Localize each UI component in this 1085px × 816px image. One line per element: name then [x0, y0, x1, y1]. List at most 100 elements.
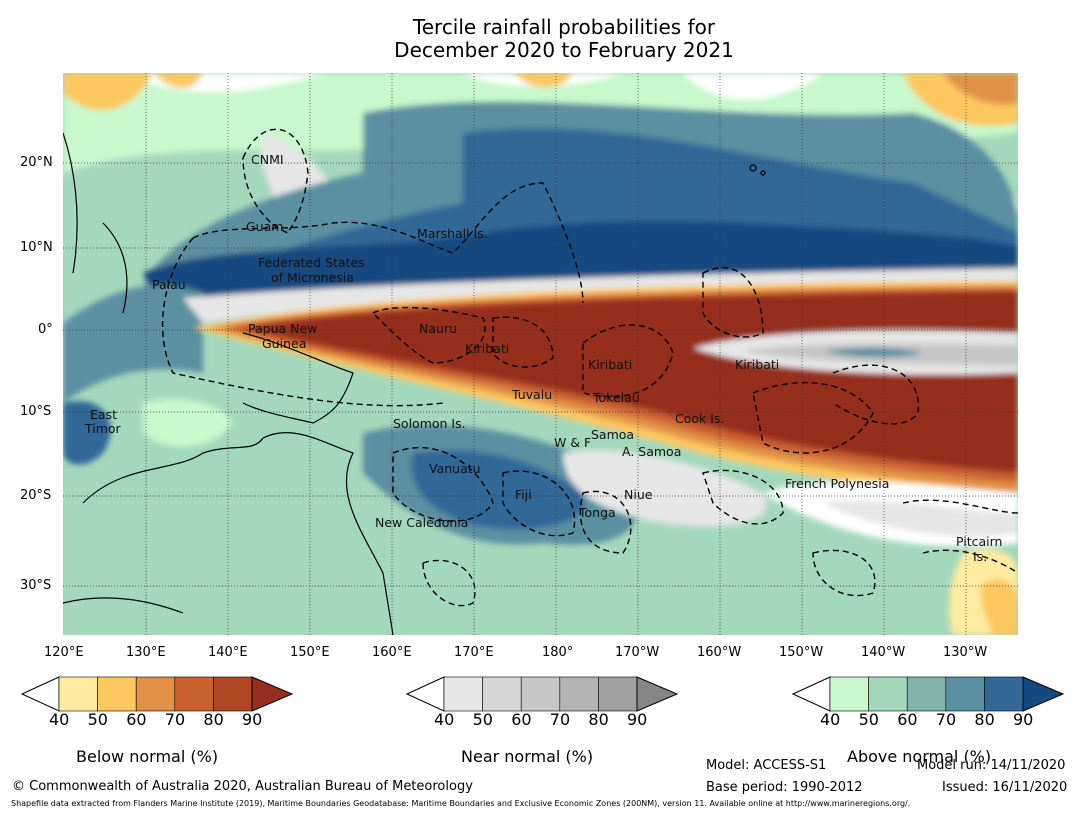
region-label: Solomon Is. [393, 416, 466, 431]
colorbar-swatch [520, 676, 561, 712]
colorbar-extend-high [636, 676, 679, 712]
region-label: Nauru [419, 321, 457, 336]
colorbar [21, 676, 294, 712]
region-label: A. Samoa [622, 444, 682, 459]
lon-tick: 120°E [44, 645, 84, 660]
region-label: New Caledonia [375, 515, 469, 530]
lon-tick: 150°E [290, 645, 330, 660]
lat-tick: 20°N [20, 155, 53, 170]
colorbar-swatch [58, 676, 98, 712]
colorbar-tick: 90 [1013, 710, 1034, 729]
colorbar-tick: 40 [820, 710, 841, 729]
copyright-text: © Commonwealth of Australia 2020, Austra… [12, 779, 473, 794]
colorbar-extend-low [406, 676, 445, 712]
colorbar-swatch [559, 676, 599, 712]
lat-tick: 10°N [20, 240, 53, 255]
colorbar-tick: 50 [858, 710, 879, 729]
colorbar-swatch [135, 676, 176, 712]
region-label: Fiji [515, 487, 532, 502]
colorbar-swatch [482, 676, 522, 712]
lat-tick: 0° [38, 322, 53, 337]
colorbar-tick: 40 [434, 710, 455, 729]
coastlines [63, 132, 766, 635]
colorbar-extend-low [21, 676, 60, 712]
colorbar-tick: 80 [203, 710, 224, 729]
region-label: W & F [554, 435, 592, 450]
region-label: CNMI [251, 152, 284, 167]
title-line-2: December 2020 to February 2021 [394, 38, 734, 62]
colorbar-label: Below normal (%) [76, 747, 219, 766]
region-label: Guam [246, 219, 284, 234]
lon-tick: 180° [542, 645, 574, 660]
lon-tick: 130°E [126, 645, 166, 660]
colorbar-tick: 40 [49, 710, 70, 729]
region-label: Samoa [591, 427, 635, 442]
colorbar-extend-high [1022, 676, 1065, 712]
colorbar [792, 676, 1065, 712]
region-label: Federated States [258, 255, 365, 270]
colorbar-tick: 80 [974, 710, 995, 729]
colorbar-swatch [829, 676, 869, 712]
colorbar-extend-low [792, 676, 831, 712]
colorbar-swatch [174, 676, 214, 712]
colorbar-tick: 90 [242, 710, 263, 729]
colorbar-swatch [984, 676, 1024, 712]
colorbar-tick: 90 [627, 710, 648, 729]
region-label: of Micronesia [271, 270, 354, 285]
region-label: Marshall Is. [417, 226, 488, 241]
lon-tick: 130°W [943, 645, 988, 660]
region-label: Is. [973, 549, 988, 564]
lon-tick: 140°E [208, 645, 248, 660]
colorbar-swatch [868, 676, 908, 712]
colorbar-tick: 70 [164, 710, 186, 729]
colorbar-extend-high [251, 676, 294, 712]
lon-tick: 160°E [372, 645, 412, 660]
colorbar-tick: 60 [511, 710, 532, 729]
lon-tick: 170°W [615, 645, 660, 660]
colorbar-label: Above normal (%) [847, 747, 992, 766]
colorbar-tick: 80 [588, 710, 609, 729]
region-label: Niue [624, 487, 653, 502]
colorbar-tick: 60 [126, 710, 147, 729]
colorbar-tick: 70 [935, 710, 957, 729]
region-label: Tokelau [593, 390, 640, 405]
colorbar-swatch [945, 676, 985, 712]
region-label: Cook Is. [675, 411, 725, 426]
model-run-text: Model run: 14/11/2020 [917, 758, 1066, 773]
colorbar-tick: 70 [549, 710, 571, 729]
region-label: Kiribati [465, 341, 510, 356]
region-label: Tuvalu [512, 387, 553, 402]
lon-tick: 140°W [861, 645, 906, 660]
probability-map [63, 73, 1018, 635]
region-label: Timor [85, 421, 121, 436]
lat-tick: 30°S [20, 578, 52, 593]
lat-tick: 10°S [20, 404, 52, 419]
region-label: French Polynesia [785, 476, 890, 491]
colorbar-swatch [906, 676, 947, 712]
colorbar-swatch [213, 676, 253, 712]
colorbar-swatch [97, 676, 137, 712]
region-label: Papua New [248, 321, 318, 336]
lon-tick: 160°W [697, 645, 742, 660]
colorbar-tick: 50 [472, 710, 493, 729]
colorbar-tick: 50 [87, 710, 108, 729]
region-label: Guinea [262, 336, 307, 351]
region-label: Pitcairn [956, 534, 1003, 549]
graticule [63, 73, 1018, 635]
title-line-1: Tercile rainfall probabilities for [412, 15, 716, 39]
lat-tick: 20°S [20, 488, 52, 503]
region-label: Kiribati [735, 357, 780, 372]
lon-tick: 170°E [454, 645, 494, 660]
region-label: Palau [152, 277, 186, 292]
colorbar-label: Near normal (%) [461, 747, 594, 766]
shapefile-credit: Shapefile data extracted from Flanders M… [11, 799, 911, 808]
issued-text: Issued: 16/11/2020 [942, 780, 1068, 795]
region-label: Kiribati [588, 357, 633, 372]
region-label: Tonga [579, 505, 616, 520]
lon-tick: 150°W [779, 645, 824, 660]
eez-boundaries [161, 128, 1018, 607]
base-period-text: Base period: 1990-2012 [706, 780, 863, 795]
colorbar-tick: 60 [897, 710, 918, 729]
colorbar [406, 676, 679, 712]
